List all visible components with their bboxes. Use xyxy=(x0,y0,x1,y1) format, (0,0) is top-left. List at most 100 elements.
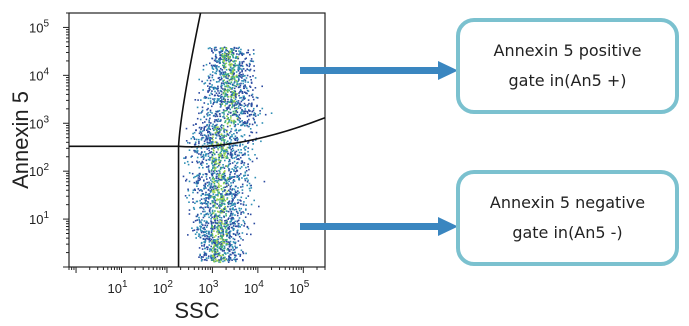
event-dot xyxy=(222,88,224,90)
event-dot xyxy=(234,167,237,170)
event-dot xyxy=(195,215,198,218)
event-dot xyxy=(241,62,244,65)
event-dot xyxy=(188,172,191,174)
event-dot xyxy=(202,207,204,209)
event-dot xyxy=(210,254,212,257)
event-dot xyxy=(236,211,239,213)
event-dot xyxy=(244,216,247,218)
event-dot xyxy=(211,66,214,68)
event-dot xyxy=(200,162,203,164)
event-dot xyxy=(228,158,231,161)
event-dot xyxy=(207,158,210,161)
event-dot xyxy=(217,126,219,128)
event-dot xyxy=(216,61,218,63)
event-dot xyxy=(216,241,218,244)
event-dot xyxy=(200,231,203,234)
event-dot xyxy=(211,125,213,128)
event-dot xyxy=(198,132,201,135)
event-dot xyxy=(220,194,222,197)
event-dot xyxy=(238,235,241,238)
event-dot xyxy=(198,153,200,155)
event-dot xyxy=(241,61,243,63)
event-dot xyxy=(201,248,204,250)
event-dot xyxy=(198,142,200,145)
event-dot xyxy=(242,211,244,213)
event-dot xyxy=(208,250,211,252)
event-dot xyxy=(218,198,221,200)
event-dot xyxy=(233,100,236,102)
event-dot xyxy=(240,237,242,240)
event-dot xyxy=(206,246,208,249)
event-dot xyxy=(238,61,241,63)
event-dot xyxy=(233,209,236,211)
event-dot xyxy=(243,134,246,136)
event-dot xyxy=(237,233,239,236)
event-dot xyxy=(234,129,236,132)
event-dot xyxy=(185,127,188,130)
event-dot xyxy=(241,161,244,164)
event-dot xyxy=(227,201,230,204)
event-dot xyxy=(230,202,232,205)
event-dot xyxy=(215,157,217,159)
event-dot xyxy=(237,240,240,242)
event-dot xyxy=(201,130,204,132)
event-dot xyxy=(243,221,246,223)
event-dot xyxy=(216,127,219,130)
event-dot xyxy=(221,54,223,56)
event-dot xyxy=(221,244,224,246)
event-dot xyxy=(196,161,199,164)
event-dot xyxy=(192,229,194,232)
event-dot xyxy=(248,157,250,160)
event-dot xyxy=(208,198,210,200)
event-dot xyxy=(227,134,230,136)
event-dot xyxy=(253,107,255,110)
event-dot xyxy=(221,148,223,151)
event-dot xyxy=(204,200,207,203)
event-dot xyxy=(219,235,222,237)
event-dot xyxy=(195,181,198,184)
event-dot xyxy=(220,223,222,226)
event-dot xyxy=(224,71,226,73)
event-dot xyxy=(241,183,244,186)
event-dot xyxy=(216,245,218,247)
event-dot xyxy=(219,203,221,206)
event-dot xyxy=(209,47,211,49)
event-dot xyxy=(250,131,252,133)
event-dot xyxy=(232,60,235,63)
event-dot xyxy=(232,91,235,94)
event-dot xyxy=(216,115,219,118)
event-dot xyxy=(231,199,234,202)
event-dot xyxy=(240,124,242,127)
event-dot xyxy=(227,82,229,84)
event-dot xyxy=(223,150,225,153)
event-dot xyxy=(219,115,221,117)
event-dot xyxy=(188,142,191,144)
event-dot xyxy=(210,134,212,136)
event-dot xyxy=(223,54,225,57)
event-dot xyxy=(203,142,206,145)
event-dot xyxy=(237,253,240,255)
event-dot xyxy=(230,53,233,56)
event-dot xyxy=(207,134,210,136)
event-dot xyxy=(200,212,202,215)
event-dot xyxy=(233,157,236,159)
event-dot xyxy=(250,187,253,189)
event-dot xyxy=(212,79,215,81)
event-dot xyxy=(230,48,232,50)
event-dot xyxy=(243,162,246,164)
event-dot xyxy=(242,65,244,68)
event-dot xyxy=(212,178,214,181)
event-dot xyxy=(222,166,225,168)
event-dot xyxy=(222,173,225,175)
event-dot xyxy=(211,174,214,177)
event-dot xyxy=(229,221,231,223)
event-dot xyxy=(233,176,235,178)
event-dot xyxy=(214,90,216,93)
event-dot xyxy=(231,100,234,102)
event-dot xyxy=(212,172,214,175)
event-dot xyxy=(223,130,225,132)
event-dot xyxy=(213,147,216,149)
event-dot xyxy=(215,92,218,94)
event-dot xyxy=(249,158,252,161)
event-dot xyxy=(236,232,238,234)
